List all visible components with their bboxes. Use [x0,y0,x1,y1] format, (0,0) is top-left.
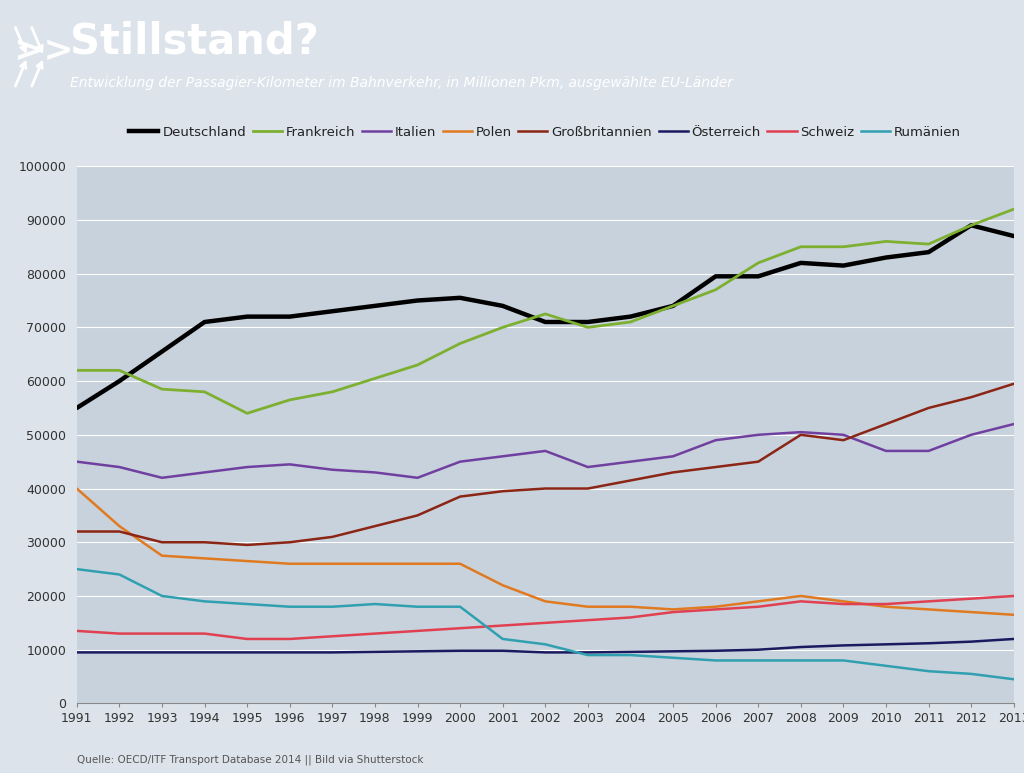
Text: Stillstand?: Stillstand? [70,20,318,63]
Legend: Deutschland, Frankreich, Italien, Polen, Großbritannien, Österreich, Schweiz, Ru: Deutschland, Frankreich, Italien, Polen,… [124,121,967,144]
Text: Quelle: OECD/ITF Transport Database 2014 || Bild via Shutterstock: Quelle: OECD/ITF Transport Database 2014… [77,755,423,765]
Text: Entwicklung der Passagier-Kilometer im Bahnverkehr, in Millionen Pkm, ausgewählt: Entwicklung der Passagier-Kilometer im B… [70,76,732,90]
Text: >>: >> [13,34,74,68]
